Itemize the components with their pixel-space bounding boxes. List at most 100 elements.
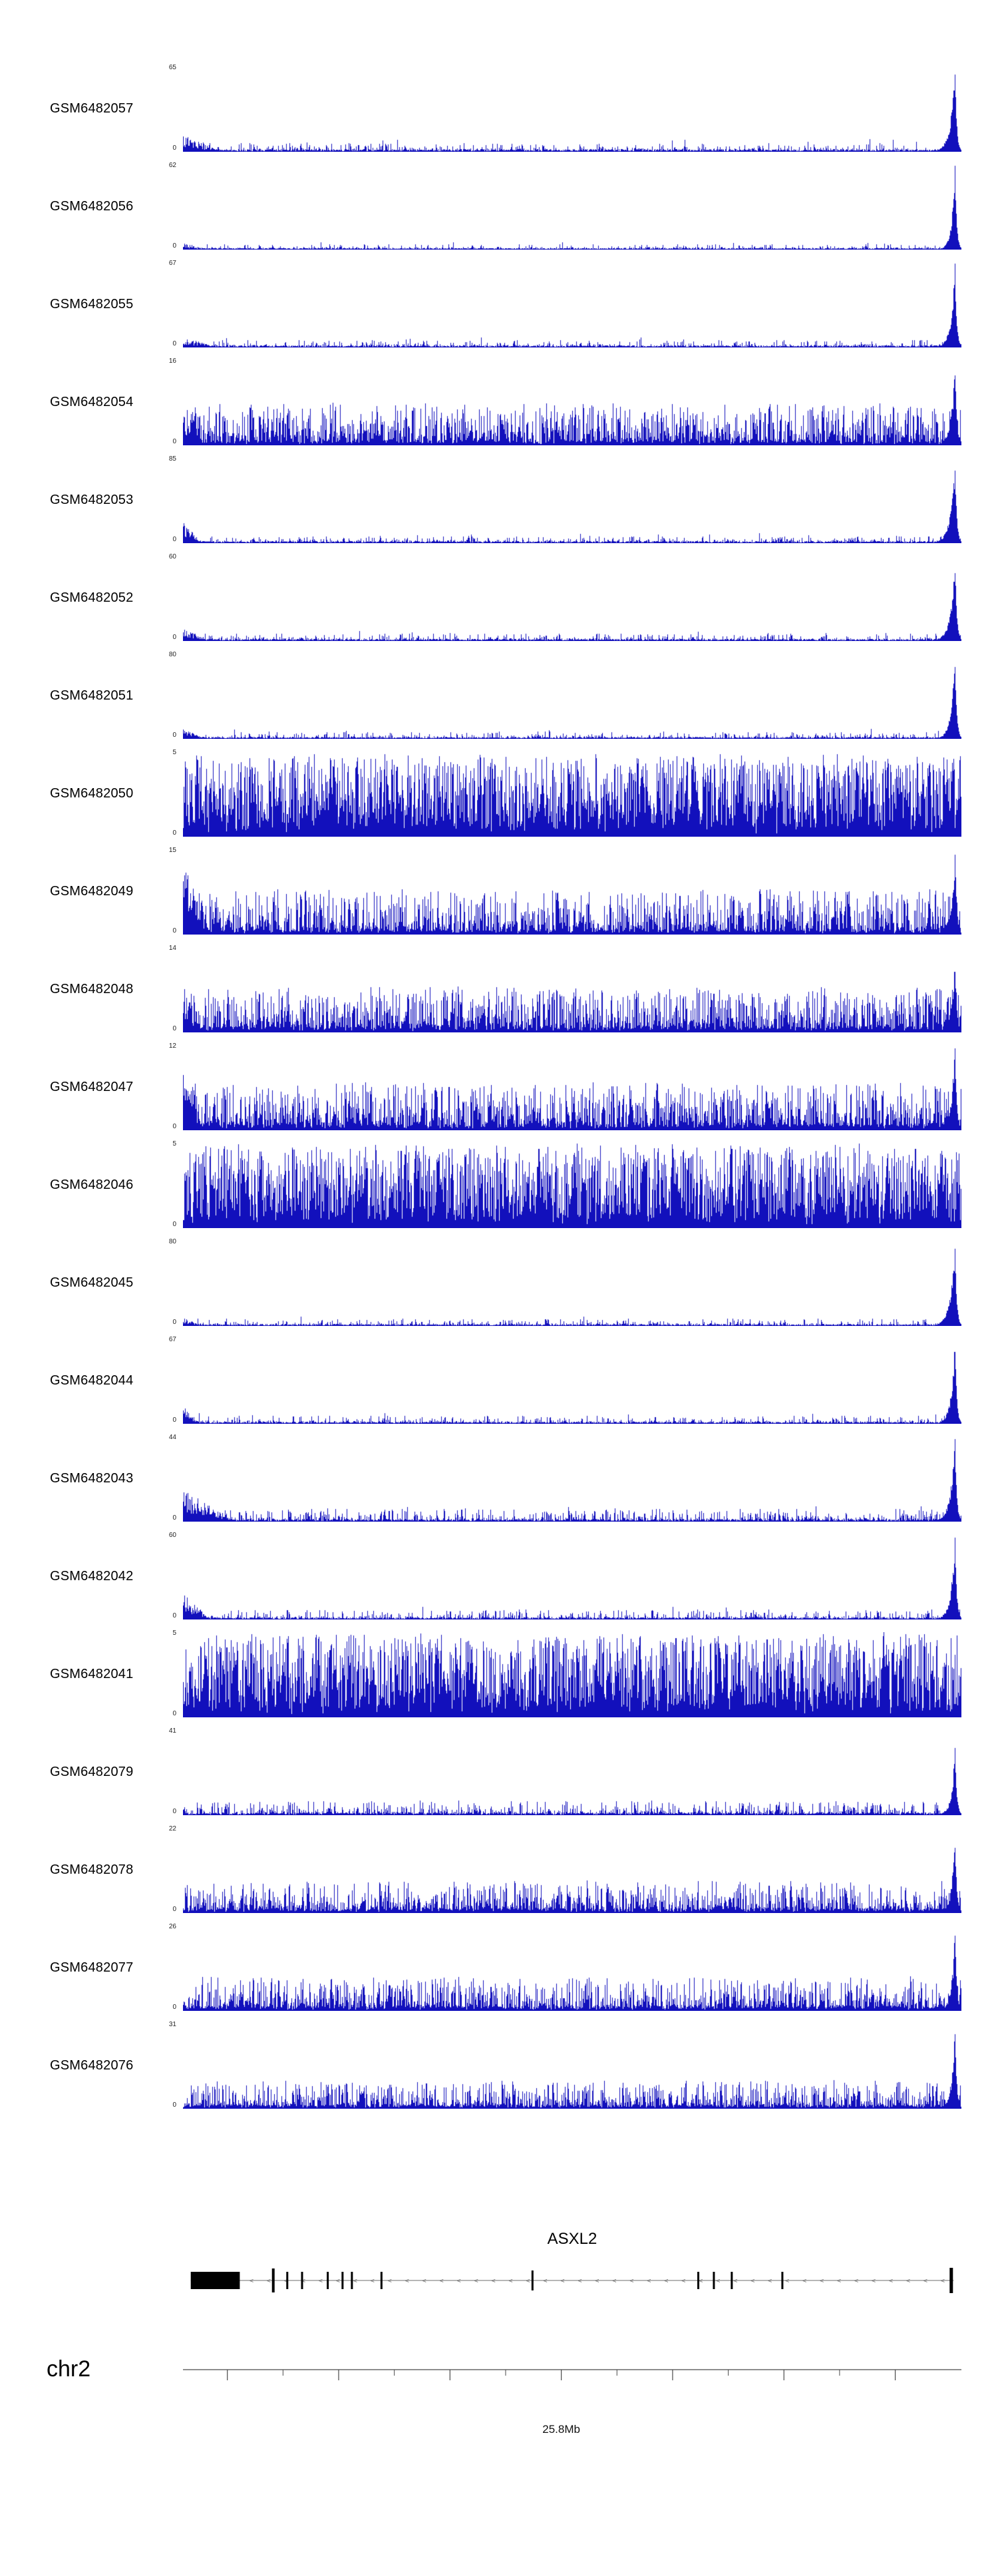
coverage-track-row: GSM6482054 16 0 xyxy=(0,357,998,455)
track-ymax-label: 5 xyxy=(172,1140,176,1148)
genome-axis-section: chr2 25.8Mb xyxy=(0,2356,998,2489)
strand-arrow-icon: < xyxy=(492,2278,496,2285)
strand-arrow-icon: < xyxy=(595,2278,599,2285)
gene-exon xyxy=(697,2272,700,2289)
coverage-histogram xyxy=(183,164,961,250)
coverage-histogram xyxy=(183,1241,961,1326)
strand-arrow-icon: < xyxy=(699,2278,703,2285)
strand-arrow-icon: < xyxy=(941,2278,945,2285)
track-label: GSM6482050 xyxy=(50,786,134,801)
track-label: GSM6482076 xyxy=(50,2058,134,2073)
gene-exon xyxy=(949,2268,953,2293)
track-ymin-label: 0 xyxy=(172,242,176,250)
strand-arrow-icon: < xyxy=(422,2278,426,2285)
coverage-histogram xyxy=(183,849,961,935)
track-ymin-label: 0 xyxy=(172,1319,176,1326)
track-ymax-label: 85 xyxy=(168,455,176,463)
track-ymin-label: 0 xyxy=(172,144,176,152)
track-label: GSM6482056 xyxy=(50,199,134,214)
track-ymax-label: 67 xyxy=(168,260,176,267)
strand-arrow-icon: < xyxy=(336,2278,340,2285)
track-ymax-label: 60 xyxy=(168,1532,176,1539)
track-ymin-label: 0 xyxy=(172,732,176,739)
coverage-track-row: GSM6482051 80 0 xyxy=(0,651,998,749)
track-ymin-label: 0 xyxy=(172,1514,176,1522)
track-label: GSM6482077 xyxy=(50,1960,134,1975)
track-ymax-label: 80 xyxy=(168,651,176,658)
coverage-track-row: GSM6482056 62 0 xyxy=(0,162,998,260)
coverage-track-row: GSM6482053 85 0 xyxy=(0,455,998,553)
axis-position-label: 25.8Mb xyxy=(542,2423,580,2436)
gene-exon xyxy=(531,2270,534,2290)
gene-exon xyxy=(380,2272,383,2289)
strand-arrow-icon: < xyxy=(889,2278,893,2285)
track-ymin-label: 0 xyxy=(172,2101,176,2109)
strand-arrow-icon: < xyxy=(750,2278,754,2285)
genome-axis-ruler xyxy=(183,2369,961,2380)
track-label: GSM6482046 xyxy=(50,1178,134,1192)
track-label: GSM6482041 xyxy=(50,1667,134,1681)
track-label: GSM6482057 xyxy=(50,101,134,116)
strand-arrow-icon: < xyxy=(664,2278,668,2285)
track-label: GSM6482054 xyxy=(50,395,134,409)
coverage-track-row: GSM6482050 5 0 xyxy=(0,749,998,847)
coverage-track-row: GSM6482049 15 0 xyxy=(0,847,998,945)
track-ymax-label: 14 xyxy=(168,945,176,952)
strand-arrow-icon: < xyxy=(629,2278,633,2285)
track-ymax-label: 67 xyxy=(168,1336,176,1343)
strand-arrow-icon: < xyxy=(457,2278,461,2285)
track-label: GSM6482051 xyxy=(50,688,134,703)
strand-arrow-icon: < xyxy=(544,2278,548,2285)
track-ymax-label: 80 xyxy=(168,1238,176,1245)
track-ymax-label: 12 xyxy=(168,1042,176,1050)
track-ymax-label: 62 xyxy=(168,162,176,169)
strand-arrow-icon: < xyxy=(578,2278,582,2285)
track-ymin-label: 0 xyxy=(172,1612,176,1619)
chromosome-label: chr2 xyxy=(47,2356,91,2382)
strand-arrow-icon: < xyxy=(353,2278,357,2285)
track-ymax-label: 65 xyxy=(168,64,176,71)
strand-arrow-icon: < xyxy=(768,2278,772,2285)
track-ymax-label: 5 xyxy=(172,1629,176,1637)
track-ymin-label: 0 xyxy=(172,634,176,641)
strand-arrow-icon: < xyxy=(785,2278,789,2285)
strand-arrow-icon: < xyxy=(681,2278,685,2285)
track-ymax-label: 41 xyxy=(168,1727,176,1735)
strand-arrow-icon: < xyxy=(371,2278,375,2285)
strand-arrow-icon: < xyxy=(872,2278,876,2285)
coverage-histogram xyxy=(183,654,961,739)
strand-arrow-icon: < xyxy=(474,2278,478,2285)
coverage-track-row: GSM6482077 26 0 xyxy=(0,1923,998,2021)
coverage-track-row: GSM6482078 22 0 xyxy=(0,1825,998,1923)
gene-exon xyxy=(781,2272,784,2289)
coverage-histogram xyxy=(183,947,961,1032)
coverage-histogram xyxy=(183,67,961,152)
track-label: GSM6482042 xyxy=(50,1569,134,1584)
coverage-histogram xyxy=(183,1730,961,1815)
gene-exon xyxy=(351,2272,353,2289)
track-label: GSM6482052 xyxy=(50,590,134,605)
coverage-histogram xyxy=(183,1436,961,1522)
coverage-histogram xyxy=(183,1926,961,2011)
gene-exon xyxy=(301,2272,303,2289)
coverage-track-row: GSM6482055 67 0 xyxy=(0,260,998,357)
track-label: GSM6482048 xyxy=(50,982,134,996)
strand-arrow-icon: < xyxy=(647,2278,651,2285)
coverage-track-row: GSM6482044 67 0 xyxy=(0,1336,998,1434)
coverage-histogram xyxy=(183,1828,961,1913)
coverage-histogram xyxy=(183,1632,961,1717)
coverage-histogram xyxy=(183,1045,961,1130)
strand-arrow-icon: < xyxy=(612,2278,616,2285)
strand-arrow-icon: < xyxy=(284,2278,288,2285)
strand-arrow-icon: < xyxy=(267,2278,271,2285)
coverage-histogram xyxy=(183,458,961,543)
track-ymax-label: 60 xyxy=(168,553,176,560)
track-ymin-label: 0 xyxy=(172,438,176,445)
gene-exon xyxy=(271,2268,275,2292)
gene-exon xyxy=(286,2272,289,2289)
coverage-histogram xyxy=(183,262,961,347)
strand-arrow-icon: < xyxy=(733,2278,737,2285)
track-ymin-label: 0 xyxy=(172,1221,176,1228)
coverage-track-row: GSM6482057 65 0 xyxy=(0,64,998,162)
